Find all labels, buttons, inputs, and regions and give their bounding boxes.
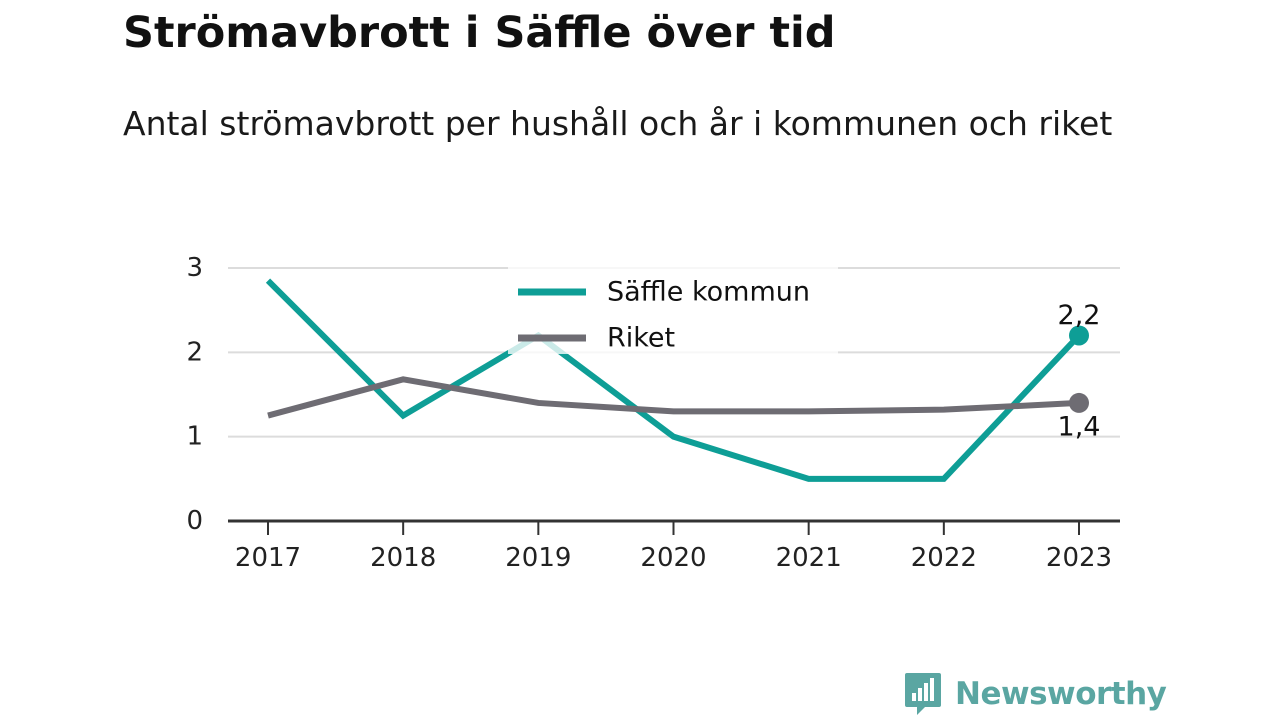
y-tick-label: 2 [186,337,203,367]
y-tick-label: 3 [186,253,203,283]
brand-logo: Newsworthy [903,670,1167,718]
chart-subtitle: Antal strömavbrott per hushåll och år i … [123,104,1113,143]
x-tick-label: 2020 [640,543,706,573]
brand-name: Newsworthy [955,676,1167,712]
x-tick-label: 2018 [370,543,436,573]
end-marker-saffle-kommun [1069,325,1089,346]
series-line-saffle-kommun [265,278,1082,482]
end-marker-riket [1069,392,1089,413]
x-tick-label: 2022 [911,543,977,573]
x-tick-label: 2017 [235,543,301,573]
newsworthy-bar-chart-icon [905,673,941,715]
legend-label-saffle-kommun: Säffle kommun [607,277,810,308]
chart-title: Strömavbrott i Säffle över tid [123,8,836,58]
x-tick-label: 2021 [776,543,842,573]
data-label-saffle-kommun: 2,2 [1058,300,1101,331]
series-line-riket [267,376,1080,419]
x-tick-label: 2023 [1046,543,1112,573]
y-tick-label: 1 [186,422,203,452]
x-tick-label: 2019 [505,543,571,573]
legend-label-riket: Riket [607,323,675,354]
data-label-riket: 1,4 [1058,411,1101,442]
y-tick-label: 0 [186,506,203,536]
